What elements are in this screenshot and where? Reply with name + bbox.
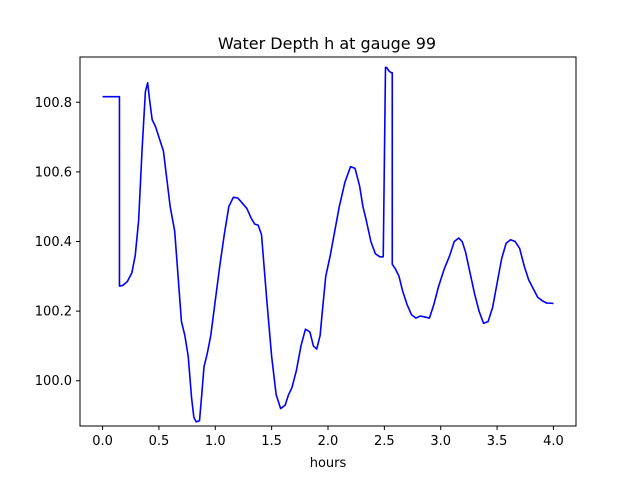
x-tick-label: 4.0 bbox=[543, 434, 564, 449]
y-tick-label: 100.6 bbox=[35, 165, 72, 180]
x-tick-label: 3.5 bbox=[487, 434, 508, 449]
x-tick-label: 0.0 bbox=[92, 434, 113, 449]
y-tick-label: 100.0 bbox=[35, 374, 72, 389]
x-axis-label: hours bbox=[310, 456, 347, 471]
y-tick-label: 100.4 bbox=[35, 235, 72, 250]
chart-title: Water Depth h at gauge 99 bbox=[218, 34, 436, 53]
series-layer bbox=[102, 66, 554, 423]
x-tick-label: 2.0 bbox=[318, 434, 339, 449]
y-axis: 100.0 100.2 100.4 100.6 100.8 bbox=[35, 96, 80, 389]
x-tick-label: 2.5 bbox=[374, 434, 395, 449]
x-axis: 0.0 0.5 1.0 1.5 2.0 2.5 3.0 3.5 4.0 bbox=[92, 426, 564, 449]
x-tick-label: 1.0 bbox=[205, 434, 226, 449]
plot-area: 0.0 0.5 1.0 1.5 2.0 2.5 3.0 3.5 4.0 100.0100.210… bbox=[35, 56, 577, 449]
y-tick-label: 100.8 bbox=[35, 96, 72, 111]
x-tick-label: 3.0 bbox=[430, 434, 451, 449]
x-tick-label: 1.5 bbox=[261, 434, 282, 449]
y-tick-label: 100.2 bbox=[35, 305, 72, 320]
x-tick-label: 0.5 bbox=[149, 434, 170, 449]
series-line bbox=[102, 66, 554, 423]
